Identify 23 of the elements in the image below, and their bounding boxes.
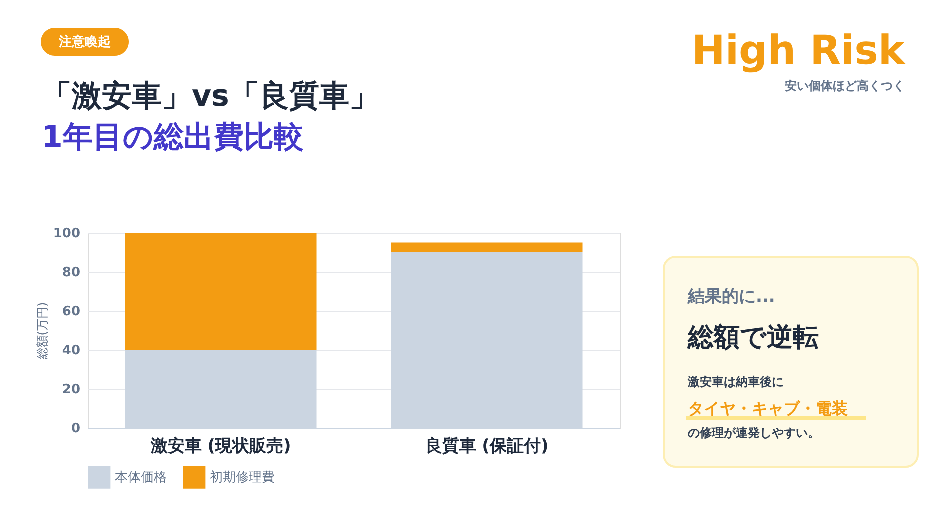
bar bbox=[391, 242, 583, 252]
text: 注意喚起 bbox=[58, 34, 111, 50]
x-tick-label: 良質車 (保証付) bbox=[425, 436, 549, 456]
y-tick-label: 60 bbox=[62, 304, 80, 320]
y-tick-label: 80 bbox=[62, 266, 80, 280]
text: タイヤ・キャブ・電装 bbox=[688, 399, 848, 418]
x-tick-label: 激安車 (現状販売) bbox=[150, 436, 292, 456]
legend-label: 本体価格 bbox=[115, 470, 167, 486]
text: 安い個体ほど高くつく bbox=[785, 79, 905, 93]
y-tick-label: 100 bbox=[53, 226, 80, 242]
chart-title: 「激安車」vs「良質車」 bbox=[42, 79, 380, 114]
text: 総額で逆転 bbox=[687, 323, 819, 353]
y-axis-title: 総額(万円) bbox=[35, 302, 50, 361]
y-tick-label: 20 bbox=[62, 382, 80, 398]
text: 結果的に... bbox=[687, 287, 776, 307]
y-tick-label: 40 bbox=[62, 344, 80, 358]
text: 激安車は納車後に bbox=[687, 375, 784, 389]
bar bbox=[125, 233, 317, 350]
legend-label: 初期修理費 bbox=[210, 470, 275, 486]
text: High Risk bbox=[692, 28, 906, 74]
y-tick-label: 0 bbox=[71, 422, 80, 436]
chart-subtitle: 1年目の総出費比較 bbox=[42, 120, 304, 155]
text: の修理が連発しやすい。 bbox=[688, 426, 820, 440]
